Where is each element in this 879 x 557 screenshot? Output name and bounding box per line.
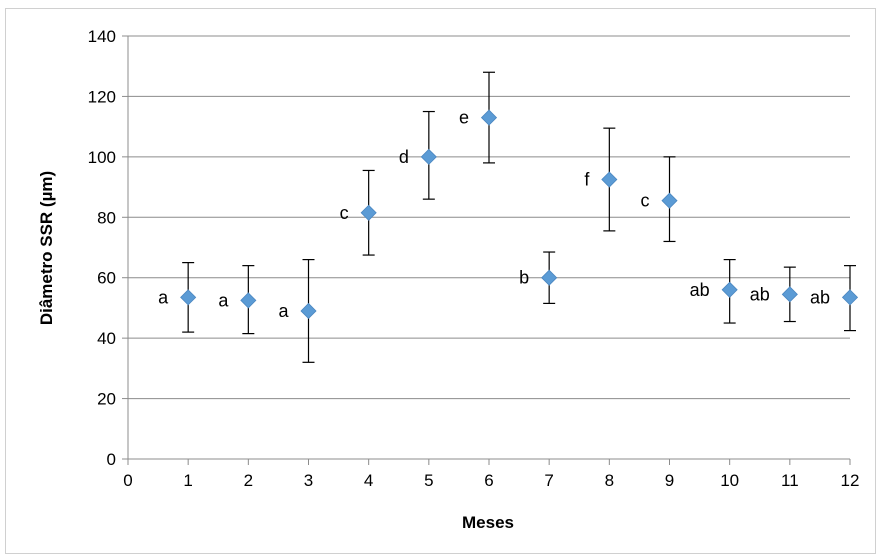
- y-tick-labels: 0 20 40 60 80 100 120 140: [88, 27, 116, 469]
- significance-letter: c: [340, 203, 349, 223]
- x-tick-label: 5: [424, 471, 433, 490]
- y-tick-label: 0: [107, 450, 116, 469]
- x-tick-label: 7: [544, 471, 553, 490]
- x-tick-label: 1: [183, 471, 192, 490]
- y-axis-title: Diâmetro SSR (µm): [37, 171, 56, 325]
- y-tick-label: 100: [88, 148, 116, 167]
- y-tick-label: 20: [97, 390, 116, 409]
- data-point-diamond: [781, 286, 798, 303]
- significance-letter: ab: [750, 284, 770, 304]
- significance-letter: f: [584, 170, 590, 190]
- data-point-diamond: [360, 204, 377, 221]
- data-point-diamond: [300, 302, 317, 320]
- data-point-diamond: [180, 289, 197, 306]
- significance-letter: a: [218, 290, 229, 310]
- y-tick-label: 80: [97, 208, 116, 227]
- x-tick-label: 3: [304, 471, 313, 490]
- data-point-diamond: [480, 109, 498, 126]
- x-tick-label: 4: [364, 471, 373, 490]
- x-tick-label: 8: [605, 471, 614, 490]
- significance-letter: a: [158, 287, 169, 307]
- y-tick-label: 60: [97, 269, 116, 288]
- data-point-diamond: [721, 281, 738, 298]
- x-tick-label: 10: [720, 471, 739, 490]
- significance-letter: e: [459, 108, 469, 128]
- data-point-diamond: [240, 292, 257, 309]
- x-tick-label: 9: [665, 471, 674, 490]
- significance-letter: d: [399, 147, 409, 167]
- x-tick-label: 2: [244, 471, 253, 490]
- significance-letter: b: [519, 268, 529, 288]
- x-tick-label: 0: [123, 471, 132, 490]
- data-point-diamond: [601, 171, 618, 188]
- significance-letter: ab: [810, 287, 830, 307]
- significance-letter: ab: [690, 280, 710, 300]
- y-tick-label: 40: [97, 329, 116, 348]
- x-axis-title: Meses: [462, 513, 514, 532]
- chart-frame: [5, 8, 876, 554]
- significance-letter: a: [278, 301, 289, 321]
- significance-labels: a a a c d e b f c ab ab ab: [158, 108, 830, 321]
- data-point-diamond: [420, 148, 437, 165]
- axes: [122, 35, 851, 465]
- significance-letter: c: [641, 191, 650, 211]
- x-tick-label: 6: [484, 471, 493, 490]
- x-tick-labels: 0 1 2 3 4 5 6 7 8 9 10 11 12: [123, 471, 859, 490]
- data-points: [180, 109, 859, 320]
- x-tick-label: 11: [781, 471, 799, 490]
- y-tick-label: 140: [88, 27, 116, 46]
- y-tick-label: 120: [88, 87, 116, 106]
- data-point-diamond: [661, 192, 678, 209]
- data-point-diamond: [841, 289, 859, 306]
- x-tick-label: 12: [841, 471, 860, 490]
- data-point-diamond: [541, 269, 558, 286]
